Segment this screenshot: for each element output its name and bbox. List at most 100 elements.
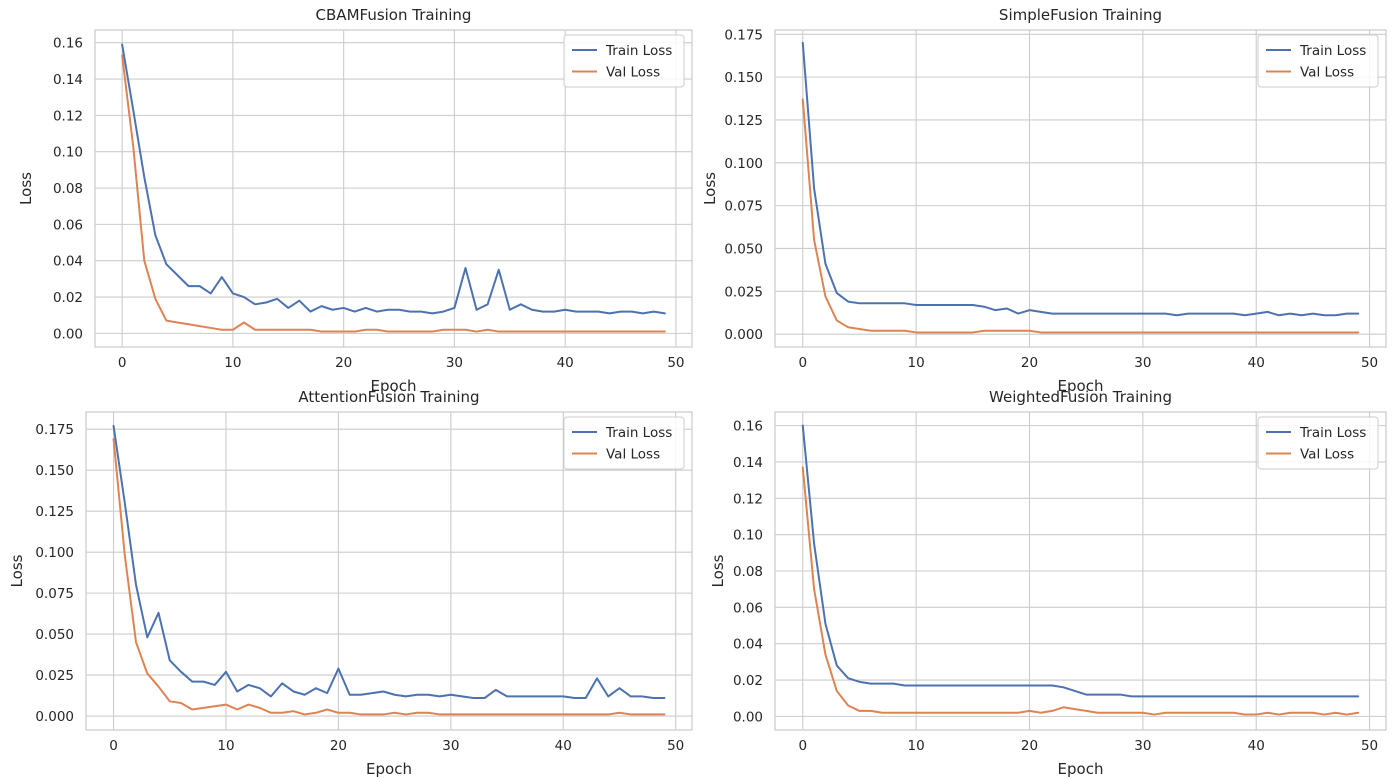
- y-tick-label: 0.06: [733, 600, 763, 616]
- x-tick-label: 10: [224, 355, 241, 371]
- legend-label: Train Loss: [605, 43, 672, 59]
- y-tick-label: 0.075: [724, 199, 763, 215]
- y-tick-label: 0.12: [53, 108, 83, 124]
- legend: Train Loss Val Loss: [563, 416, 685, 470]
- chart-panel-1: 0.00 0.02 0.04 0.06 0.08 0.10 0.12 0.14 0.16 0 10 2…: [17, 6, 693, 395]
- x-tick-label: 20: [330, 738, 347, 754]
- y-tick-label: 0.100: [35, 545, 74, 561]
- y-axis-label: Loss: [709, 554, 727, 587]
- legend-label: Train Loss: [1299, 43, 1366, 59]
- x-axis-label: Epoch: [371, 377, 417, 395]
- chart-title: CBAMFusion Training: [316, 6, 472, 24]
- x-tick-label: 50: [1361, 355, 1378, 371]
- x-tick-label: 20: [1021, 355, 1038, 371]
- y-tick-label: 0.125: [724, 113, 763, 129]
- y-tick-label: 0.08: [53, 181, 83, 197]
- y-tick-label: 0.06: [53, 217, 83, 233]
- y-tick-label: 0.02: [733, 673, 763, 689]
- y-axis-label: Loss: [8, 554, 26, 587]
- x-tick-label: 50: [667, 738, 684, 754]
- chart-title: SimpleFusion Training: [999, 6, 1162, 24]
- chart-panel-2: 0.000 0.025 0.050 0.075 0.100 0.125 0.150 0.175…: [701, 6, 1387, 395]
- y-tick-label: 0.00: [53, 326, 83, 342]
- legend: Train Loss Val Loss: [1257, 416, 1379, 470]
- series-line-val-loss: [112, 438, 666, 716]
- y-axis-label: Loss: [701, 172, 719, 205]
- y-tick-label: 0.000: [724, 327, 763, 343]
- x-tick-label: 50: [1361, 738, 1378, 754]
- x-tick-label: 30: [442, 738, 459, 754]
- x-tick-label: 10: [217, 738, 234, 754]
- x-tick-label: 30: [1134, 355, 1151, 371]
- y-tick-label: 0.14: [733, 455, 763, 471]
- series-line-train-loss: [121, 43, 666, 315]
- x-tick-label: 40: [1248, 355, 1265, 371]
- y-tick-label: 0.08: [733, 564, 763, 580]
- x-axis-label: Epoch: [1058, 760, 1104, 778]
- y-tick-label: 0.10: [53, 145, 83, 161]
- x-tick-label: 30: [1134, 738, 1151, 754]
- y-tick-label: 0.075: [35, 586, 74, 602]
- legend-box: [1257, 416, 1379, 470]
- legend: Train Loss Val Loss: [563, 34, 685, 88]
- x-tick-label: 10: [908, 738, 925, 754]
- legend-box: [1257, 34, 1379, 88]
- chart-panel-4: 0.00 0.02 0.04 0.06 0.08 0.10 0.12 0.14 0.16 0 10 2…: [709, 388, 1387, 778]
- y-tick-label: 0.100: [724, 156, 763, 172]
- y-tick-label: 0.04: [733, 637, 763, 653]
- y-tick-label: 0.14: [53, 72, 83, 88]
- x-tick-label: 40: [555, 738, 572, 754]
- x-axis-label: Epoch: [1058, 377, 1104, 395]
- chart-title: AttentionFusion Training: [298, 388, 479, 406]
- series-line-val-loss: [121, 54, 666, 333]
- x-tick-label: 10: [908, 355, 925, 371]
- y-tick-label: 0.175: [35, 422, 74, 438]
- axes-frame: [774, 411, 1387, 731]
- x-tick-label: 0: [798, 738, 807, 754]
- x-tick-label: 40: [1248, 738, 1265, 754]
- y-tick-label: 0.025: [724, 284, 763, 300]
- y-tick-label: 0.00: [733, 709, 763, 725]
- legend-label: Train Loss: [605, 425, 672, 441]
- y-tick-label: 0.16: [733, 419, 763, 435]
- chart-title: WeightedFusion Training: [989, 388, 1172, 406]
- legend-label: Train Loss: [1299, 425, 1366, 441]
- y-tick-label: 0.16: [53, 36, 83, 52]
- x-tick-label: 50: [667, 355, 684, 371]
- legend-label: Val Loss: [606, 65, 660, 81]
- chart-panel-3: 0.000 0.025 0.050 0.075 0.100 0.125 0.150 0.175…: [8, 388, 693, 778]
- series-line-train-loss: [112, 424, 666, 700]
- x-tick-label: 0: [109, 738, 118, 754]
- x-axis-label: Epoch: [366, 760, 412, 778]
- y-tick-label: 0.050: [724, 241, 763, 257]
- y-tick-label: 0.04: [53, 254, 83, 270]
- y-axis-label: Loss: [17, 172, 35, 205]
- x-tick-label: 40: [557, 355, 574, 371]
- legend-label: Val Loss: [1300, 65, 1354, 81]
- y-tick-label: 0.050: [35, 627, 74, 643]
- y-tick-label: 0.125: [35, 504, 74, 520]
- y-tick-label: 0.02: [53, 290, 83, 306]
- legend-label: Val Loss: [606, 447, 660, 463]
- axes-frame: [774, 29, 1387, 348]
- legend-box: [563, 34, 685, 88]
- axes-frame: [85, 411, 693, 731]
- y-tick-label: 0.175: [724, 27, 763, 43]
- legend: Train Loss Val Loss: [1257, 34, 1379, 88]
- axes-frame: [94, 29, 693, 348]
- x-tick-label: 0: [798, 355, 807, 371]
- x-tick-label: 20: [1021, 738, 1038, 754]
- x-tick-label: 20: [335, 355, 352, 371]
- series-line-train-loss: [801, 424, 1360, 698]
- legend-label: Val Loss: [1300, 447, 1354, 463]
- y-tick-label: 0.10: [733, 528, 763, 544]
- y-tick-label: 0.025: [35, 668, 74, 684]
- y-tick-label: 0.12: [733, 491, 763, 507]
- legend-box: [563, 416, 685, 470]
- series-line-val-loss: [801, 466, 1360, 716]
- x-tick-label: 30: [446, 355, 463, 371]
- y-tick-label: 0.150: [724, 70, 763, 86]
- x-tick-label: 0: [118, 355, 127, 371]
- y-tick-label: 0.000: [35, 709, 74, 725]
